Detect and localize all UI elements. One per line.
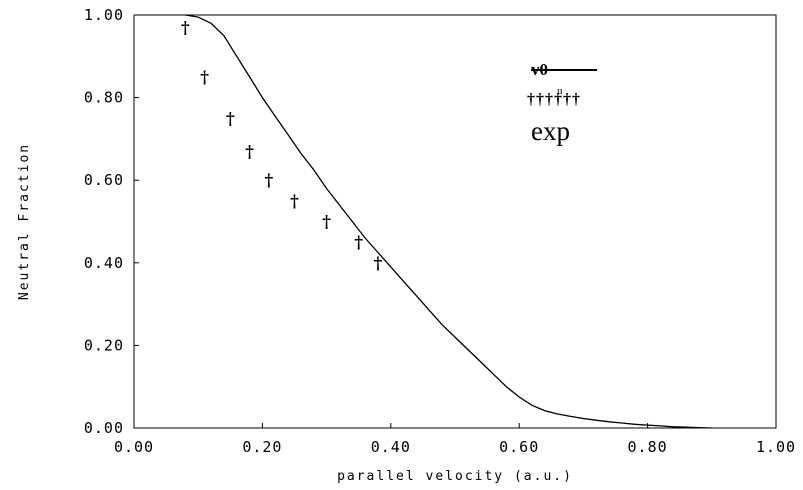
series-exp-point: †: [245, 142, 254, 162]
series-exp-point: †: [200, 68, 209, 88]
x-tick-label: 0.80: [628, 438, 668, 456]
axis-tick-labels: 0.00 0.20 0.40 0.60 0.80 1.00 0.00 0.20 0.40 0.60…: [84, 6, 796, 456]
legend: v0 u †††††† exp: [527, 60, 597, 146]
y-tick-label: 0.40: [84, 254, 124, 272]
x-tick-label: 1.00: [756, 438, 796, 456]
legend-line-subscript: u: [557, 85, 563, 97]
axis-ticks: [133, 14, 777, 429]
x-tick-label: 0.00: [114, 438, 154, 456]
y-tick-label: 0.20: [84, 336, 124, 354]
series-exp-point: †: [290, 192, 299, 212]
x-axis-title: parallel velocity (a.u.): [337, 469, 573, 484]
series-exp-point: †: [264, 171, 273, 191]
y-axis-title: Neutral Fraction: [17, 143, 32, 300]
y-tick-label: 0.00: [84, 419, 124, 437]
y-tick-label: 1.00: [84, 6, 124, 24]
series-exp-point: †: [354, 233, 363, 253]
series-exp: † † † † † † † † †: [181, 18, 383, 273]
x-tick-label: 0.60: [499, 438, 539, 456]
x-tick-label: 0.20: [242, 438, 282, 456]
legend-marker-swatch: ††††††: [527, 91, 581, 108]
series-v0: [185, 14, 712, 429]
y-tick-label: 0.60: [84, 171, 124, 189]
series-exp-point: †: [322, 213, 331, 233]
x-tick-label: 0.40: [371, 438, 411, 456]
y-tick-label: 0.80: [84, 89, 124, 107]
legend-exp-label: exp: [531, 116, 570, 146]
series-exp-point: †: [374, 254, 383, 274]
plot-frame: [133, 14, 777, 429]
series-v0-line: [185, 14, 712, 429]
series-exp-point: †: [181, 18, 190, 38]
plot-area: [133, 14, 777, 429]
series-exp-point: †: [226, 109, 235, 129]
